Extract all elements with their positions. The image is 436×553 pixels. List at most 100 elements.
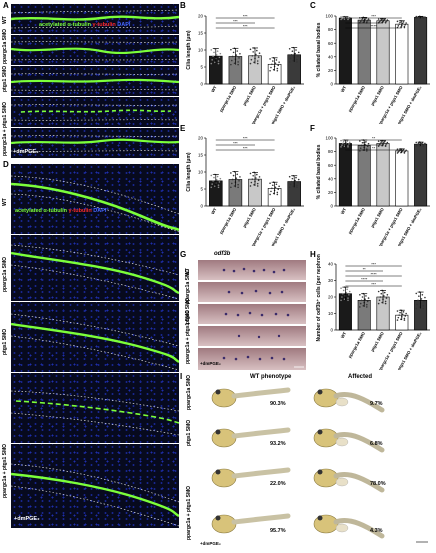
data-point xyxy=(230,186,232,189)
y-tick-label: 10 xyxy=(198,48,204,53)
data-point xyxy=(238,179,240,182)
data-point xyxy=(256,185,259,187)
significance-label: *** xyxy=(371,281,376,286)
y-tick-label: 10 xyxy=(198,170,204,175)
row-label-a-double: ppargc1a + ptgs1 SMO xyxy=(2,101,8,156)
data-point xyxy=(342,289,345,292)
data-point xyxy=(341,292,344,295)
category-label: ppargc1a SMO xyxy=(347,330,366,359)
embryo xyxy=(313,514,385,539)
bar xyxy=(414,143,428,207)
data-point xyxy=(257,179,260,182)
y-tick-label: 0 xyxy=(200,82,203,87)
data-point xyxy=(418,295,420,297)
data-point xyxy=(383,140,386,143)
embryo xyxy=(211,467,291,488)
data-point xyxy=(288,186,291,189)
data-point xyxy=(210,186,213,189)
row-label-a-wt: WT xyxy=(2,16,8,24)
data-point xyxy=(383,291,386,294)
aff-pct-1: 6.8% xyxy=(370,441,383,447)
data-point xyxy=(249,185,252,187)
micrograph-d-dmpge: +dmPGE₂ xyxy=(11,444,179,529)
data-point xyxy=(366,306,368,308)
panel-label-h: H xyxy=(310,250,316,259)
data-point xyxy=(398,23,400,25)
data-point xyxy=(384,300,387,303)
data-point xyxy=(295,49,297,51)
data-point xyxy=(402,311,405,313)
category-label: ppargc1a SMO xyxy=(218,84,237,113)
dmpge-label-d: +dmPGE₂ xyxy=(14,516,40,522)
embryo xyxy=(313,388,385,413)
dmpge-label-i: +dmPGE₂ xyxy=(200,541,221,546)
data-point xyxy=(366,303,368,306)
data-point xyxy=(212,180,214,182)
data-point xyxy=(256,173,258,176)
data-point xyxy=(236,50,239,52)
data-point xyxy=(290,53,293,56)
micrograph-a-wt: acetylated α-tubulin γ-tubulin DAPI xyxy=(11,4,179,35)
wt-pct-2: 22.0% xyxy=(270,481,286,487)
y-tick-label: 80 xyxy=(328,27,334,32)
bar xyxy=(414,17,428,85)
data-point xyxy=(386,19,389,21)
data-point xyxy=(288,48,291,50)
data-point xyxy=(251,178,254,180)
data-point xyxy=(258,52,261,54)
micrograph-a-dmpge: +dmPGE₂ xyxy=(11,128,179,159)
data-point xyxy=(347,299,349,302)
significance-label: *** xyxy=(243,135,248,140)
data-point xyxy=(255,53,257,56)
panel-label-a: A xyxy=(3,1,9,10)
data-point xyxy=(214,61,216,64)
significance-label: *** xyxy=(371,13,376,18)
data-point xyxy=(239,52,241,55)
data-point xyxy=(215,54,218,56)
panel-label-f: F xyxy=(310,124,315,133)
data-point xyxy=(291,177,294,180)
bar xyxy=(338,143,352,207)
y-tick-label: 20 xyxy=(198,136,204,141)
data-point xyxy=(276,69,279,72)
data-point xyxy=(345,291,348,294)
data-point xyxy=(365,295,367,297)
micrograph-a-double xyxy=(11,97,179,128)
data-point xyxy=(269,69,271,72)
data-point xyxy=(214,185,216,188)
category-label: WT xyxy=(340,207,348,216)
data-point xyxy=(396,148,399,151)
data-point xyxy=(296,186,298,189)
data-point xyxy=(219,177,222,180)
data-point xyxy=(275,59,278,61)
y-axis-label: Cilia length (μm) xyxy=(186,30,192,70)
data-point xyxy=(396,310,399,312)
data-point xyxy=(292,185,295,188)
data-point xyxy=(416,303,418,306)
data-point xyxy=(277,64,280,67)
data-point xyxy=(359,302,362,305)
data-point xyxy=(292,59,295,62)
data-point xyxy=(421,294,424,296)
category-label: ptgs1 SMO xyxy=(370,84,386,106)
row-label-a-ptgs1: ptgs1 SMO xyxy=(2,65,8,92)
data-point xyxy=(250,58,253,61)
data-point xyxy=(402,21,405,23)
data-point xyxy=(289,57,292,60)
data-point xyxy=(366,300,369,303)
y-axis-label: Cilia length (μm) xyxy=(186,152,192,192)
row-label-i-double: ppargc1a + ptgs1 SMO xyxy=(186,485,192,540)
wt-pct-1: 93.2% xyxy=(270,441,286,447)
data-point xyxy=(217,62,220,65)
data-point xyxy=(381,144,383,147)
data-point xyxy=(297,178,300,181)
data-point xyxy=(297,55,299,57)
significance-label: *** xyxy=(243,23,248,28)
data-point xyxy=(348,290,351,293)
data-point xyxy=(420,298,423,300)
category-label: ptgs1 SMO xyxy=(242,84,258,106)
data-point xyxy=(359,294,361,296)
data-point xyxy=(249,48,252,51)
data-point xyxy=(239,176,241,178)
embryo xyxy=(211,427,291,448)
